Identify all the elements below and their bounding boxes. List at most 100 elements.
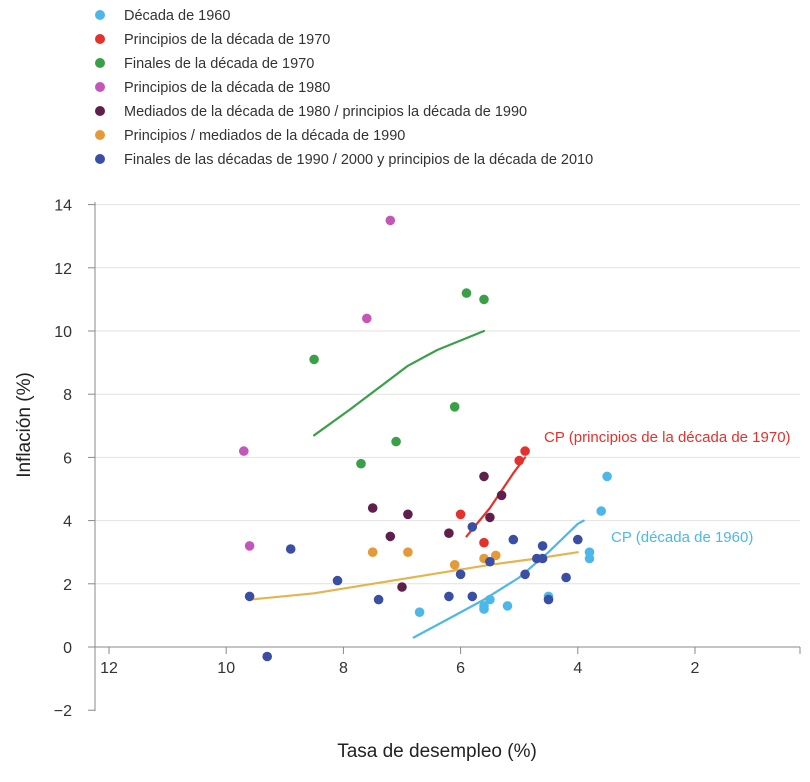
data-point <box>356 458 366 469</box>
data-point <box>455 569 466 580</box>
data-point <box>367 547 378 557</box>
legend-swatch <box>95 58 105 69</box>
data-point <box>467 591 478 602</box>
data-point <box>444 528 454 538</box>
x-tick-label: 2 <box>691 660 700 677</box>
data-point <box>449 560 460 570</box>
data-point <box>479 537 489 548</box>
data-point <box>479 471 489 482</box>
data-point <box>520 446 530 456</box>
data-point <box>403 509 413 520</box>
data-point <box>496 490 507 501</box>
x-axis-label: Tasa de desempleo (%) <box>337 741 537 762</box>
data-point <box>485 512 495 523</box>
data-point <box>584 553 595 564</box>
data-point <box>491 550 501 561</box>
y-tick-label: 12 <box>54 261 72 278</box>
legend-label: Finales de la década de 1970 <box>124 56 315 72</box>
curves <box>248 329 585 639</box>
x-tick-label: 10 <box>217 660 235 677</box>
y-tick-label: 14 <box>54 198 72 215</box>
legend-label: Mediados de la década de 1980 / principi… <box>124 104 528 120</box>
legend-item: Principios / mediados de la década de 19… <box>90 124 593 148</box>
legend-item: Finales de las décadas de 1990 / 2000 y … <box>90 148 593 172</box>
data-point <box>367 503 378 513</box>
legend-item: Principios de la década de 1970 <box>90 28 593 52</box>
data-point <box>332 575 343 586</box>
legend-label: Principios de la década de 1980 <box>124 80 331 96</box>
data-point <box>485 556 495 567</box>
cp-decada-de-1960-curve <box>412 519 585 639</box>
data-point <box>561 572 571 583</box>
curve-label: CP (principios de la década de 1970) <box>544 429 791 446</box>
x-tick-label: 12 <box>100 660 118 677</box>
data-point <box>596 506 606 516</box>
y-tick-label: −2 <box>54 703 72 720</box>
data-point <box>239 446 249 456</box>
data-point <box>537 553 548 564</box>
data-point <box>373 594 384 605</box>
data-point <box>455 509 466 520</box>
x-tick-label: 4 <box>573 660 582 677</box>
data-point <box>449 402 460 412</box>
data-point <box>537 541 548 551</box>
legend-item: Finales de la década de 1970 <box>90 52 593 76</box>
curva-finales-de-la-decada-de-1970-curve <box>313 329 486 437</box>
data-point <box>403 547 413 557</box>
data-point <box>461 288 472 298</box>
data-point <box>502 601 513 611</box>
gridlines <box>95 204 800 585</box>
data-point <box>285 544 296 554</box>
data-point <box>262 651 273 662</box>
legend-swatch <box>95 154 105 165</box>
legend: Década de 1960 Principios de la década de… <box>90 4 593 172</box>
curve-labels: CP (década de 1960) CP (principios de la … <box>544 429 791 546</box>
y-axis-label: Inflación (%) <box>14 372 35 478</box>
data-point <box>508 534 519 545</box>
data-point <box>362 313 372 324</box>
data-point <box>244 591 255 602</box>
data-point <box>602 471 612 482</box>
data-point <box>543 594 554 605</box>
data-points <box>239 215 612 662</box>
curve-label: CP (década de 1960) <box>611 529 753 546</box>
legend-item: Década de 1960 <box>90 4 593 28</box>
x-tick-label: 8 <box>339 660 348 677</box>
y-tick-label: 2 <box>63 577 72 594</box>
y-tick-label: 0 <box>63 640 72 657</box>
legend-swatch <box>95 34 105 45</box>
data-point <box>514 455 524 466</box>
x-tick-label: 6 <box>456 660 465 677</box>
axes <box>94 202 800 711</box>
y-tick-label: 8 <box>63 387 72 404</box>
data-point <box>385 215 396 226</box>
data-point <box>479 294 489 305</box>
data-point <box>444 591 454 602</box>
data-point <box>414 607 425 617</box>
tick-labels: 14 12 10 8 6 4 2 0 −2 12 10 8 6 4 2 <box>54 198 801 720</box>
y-tick-label: 4 <box>63 514 72 531</box>
data-point <box>520 569 530 580</box>
legend-label: Principios de la década de 1970 <box>124 32 331 48</box>
data-point <box>467 522 478 532</box>
data-point <box>244 541 255 551</box>
data-point <box>485 594 495 605</box>
data-point <box>391 436 401 447</box>
data-point <box>479 604 489 614</box>
data-point <box>385 531 396 542</box>
data-point <box>309 354 319 365</box>
legend-swatch <box>95 82 105 93</box>
legend-swatch <box>95 130 105 141</box>
legend-item: Principios de la década de 1980 <box>90 76 593 100</box>
legend-label: Década de 1960 <box>124 8 231 24</box>
y-tick-label: 10 <box>54 324 72 341</box>
legend-swatch <box>95 106 105 117</box>
legend-swatch <box>95 10 105 21</box>
data-point <box>573 534 583 545</box>
legend-label: Finales de las décadas de 1990 / 2000 y … <box>124 152 594 168</box>
data-point <box>397 582 407 592</box>
legend-label: Principios / mediados de la década de 19… <box>124 128 406 144</box>
legend-item: Mediados de la década de 1980 / principi… <box>90 100 593 124</box>
y-tick-label: 6 <box>63 450 72 467</box>
